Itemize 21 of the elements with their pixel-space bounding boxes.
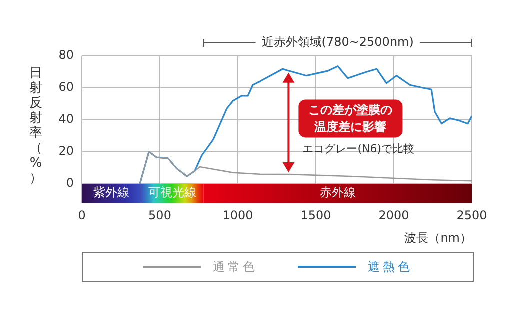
x-axis-title: 波長（nm） [404, 230, 472, 245]
y-axis-title: 日射反射率（%） [28, 66, 44, 186]
x-tick-label: 2000 [378, 208, 410, 223]
x-tick-label: 500 [148, 208, 172, 223]
annotation: この差が塗膜の温度差に影響 [308, 102, 393, 134]
band-label: 可視光線 [148, 186, 196, 200]
annotation: エコグレー(N6)で比較 [302, 142, 415, 156]
x-tick-label: 1500 [300, 208, 332, 223]
legend-label: 遮熱色 [368, 258, 413, 276]
x-tick-label: 1000 [222, 208, 254, 223]
x-tick-label: 0 [78, 208, 86, 223]
legend-label: 通常色 [213, 258, 258, 276]
y-tick-label: 0 [66, 176, 74, 190]
band-label: 赤外線 [320, 186, 356, 200]
band-label: 紫外線 [94, 186, 130, 200]
y-tick-label: 20 [58, 144, 74, 158]
y-tick-label: 80 [58, 48, 74, 62]
text: 近赤外領域(780~2500nm) [262, 35, 414, 50]
y-tick-label: 60 [58, 80, 74, 94]
x-tick-label: 2500 [456, 208, 488, 223]
y-tick-label: 40 [58, 112, 74, 126]
